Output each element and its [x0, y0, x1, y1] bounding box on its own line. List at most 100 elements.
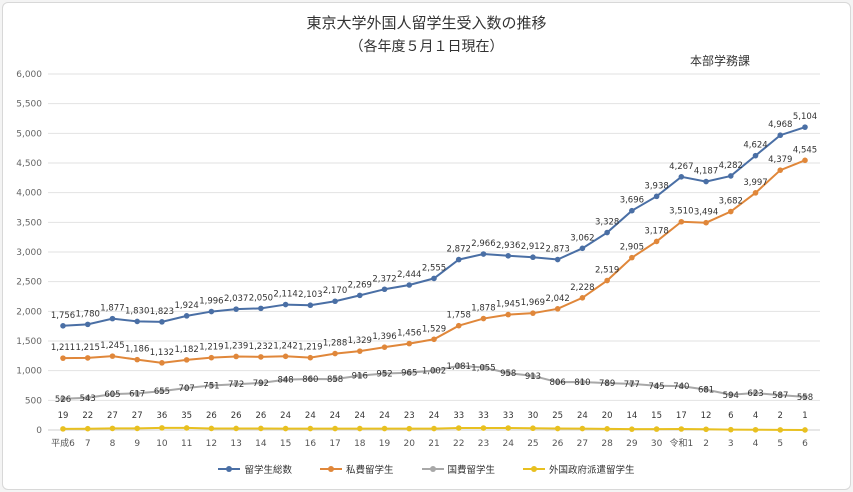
- data-label: 4,379: [768, 155, 792, 165]
- data-point: [208, 308, 215, 315]
- x-tick-label: 30: [651, 439, 663, 449]
- data-label: 14: [626, 411, 637, 421]
- data-label: 3,510: [669, 207, 693, 217]
- data-point: [480, 425, 487, 431]
- x-tick-label: 平成6: [51, 437, 75, 449]
- legend-item: 外国政府派遣留学生: [523, 462, 635, 476]
- data-label: 1,756: [51, 311, 75, 321]
- data-label: 4: [753, 411, 758, 421]
- data-point: [752, 190, 759, 196]
- data-label: 26: [206, 411, 217, 421]
- data-label: 1,924: [174, 301, 198, 311]
- data-label: 655: [154, 387, 170, 397]
- data-point: [530, 425, 536, 432]
- x-tick-label: 13: [230, 439, 241, 449]
- data-label: 858: [327, 375, 343, 385]
- data-label: 617: [129, 389, 145, 399]
- data-label: 772: [228, 380, 244, 390]
- legend-label: 私費留学生: [345, 465, 394, 476]
- data-point: [455, 363, 462, 369]
- data-point: [258, 425, 264, 432]
- data-label: 4,282: [719, 161, 743, 171]
- data-point: [678, 426, 685, 432]
- data-point: [233, 306, 239, 312]
- data-point: [159, 360, 165, 366]
- data-point: [505, 425, 512, 431]
- data-point: [653, 193, 660, 200]
- data-label: 22: [82, 411, 93, 421]
- data-label: 1,877: [100, 304, 124, 314]
- legend-swatch: [319, 466, 342, 472]
- data-label: 2,519: [595, 266, 619, 276]
- data-point: [233, 353, 239, 360]
- data-point: [752, 152, 759, 159]
- data-label: 526: [55, 395, 71, 405]
- x-tick-label: 2: [703, 439, 709, 449]
- data-point: [579, 425, 586, 432]
- data-point: [332, 376, 338, 382]
- data-label: 1,242: [273, 341, 297, 351]
- data-label: 605: [104, 390, 120, 400]
- y-tick-label: 2,000: [16, 307, 42, 317]
- data-label: 958: [500, 369, 516, 379]
- data-label: 17: [676, 411, 687, 421]
- x-tick-label: 3: [728, 439, 734, 449]
- data-label: 952: [376, 370, 392, 380]
- data-label: 2,905: [620, 243, 644, 253]
- data-label: 1,081: [447, 362, 471, 372]
- data-point: [406, 425, 413, 432]
- data-point: [777, 427, 784, 433]
- data-label: 3,062: [570, 233, 594, 243]
- data-label: 1,878: [471, 304, 495, 314]
- data-label: 558: [797, 393, 813, 403]
- data-point: [505, 370, 512, 376]
- data-point: [431, 367, 437, 374]
- data-point: [554, 425, 561, 432]
- data-label: 1,456: [397, 329, 421, 339]
- data-label: 3,997: [743, 178, 767, 188]
- data-point: [480, 315, 487, 322]
- data-label: 24: [577, 411, 588, 421]
- data-point: [109, 425, 116, 432]
- data-point: [604, 277, 610, 284]
- data-label: 2,228: [570, 283, 594, 293]
- data-point: [60, 323, 66, 329]
- data-point: [134, 425, 140, 432]
- data-point: [678, 174, 685, 180]
- data-label: 543: [80, 394, 96, 404]
- data-point: [530, 310, 536, 316]
- y-tick-label: 3,000: [16, 248, 42, 258]
- y-tick-label: 2,500: [16, 278, 42, 288]
- legend-item: 私費留学生: [319, 462, 394, 476]
- data-point: [703, 386, 709, 393]
- data-label: 2,872: [447, 245, 471, 255]
- data-point: [307, 354, 314, 361]
- data-point: [134, 356, 140, 363]
- data-label: 20: [602, 411, 613, 421]
- x-tick-label: 9: [134, 439, 140, 449]
- x-tick-label: 25: [527, 439, 538, 449]
- data-label: 2,103: [298, 290, 322, 300]
- y-tick-label: 4,500: [16, 159, 42, 169]
- x-tick-label: 15: [280, 439, 291, 449]
- data-point: [109, 315, 116, 322]
- x-tick-label: 7: [85, 439, 91, 449]
- data-label: 2,042: [545, 294, 569, 304]
- data-point: [579, 379, 586, 385]
- data-label: 3,938: [644, 181, 668, 191]
- x-tick-label: 12: [206, 439, 217, 449]
- data-label: 2,114: [273, 290, 297, 300]
- data-point: [653, 426, 660, 432]
- data-point: [109, 391, 116, 397]
- data-label: 1,132: [150, 348, 174, 358]
- data-label: 2,873: [545, 245, 569, 255]
- data-point: [777, 132, 784, 139]
- data-point: [777, 392, 784, 398]
- data-label: 3,178: [644, 226, 668, 236]
- data-point: [752, 390, 759, 396]
- data-point: [802, 157, 808, 164]
- data-label: 2,372: [372, 274, 396, 284]
- data-point: [233, 425, 239, 432]
- data-point: [159, 319, 165, 325]
